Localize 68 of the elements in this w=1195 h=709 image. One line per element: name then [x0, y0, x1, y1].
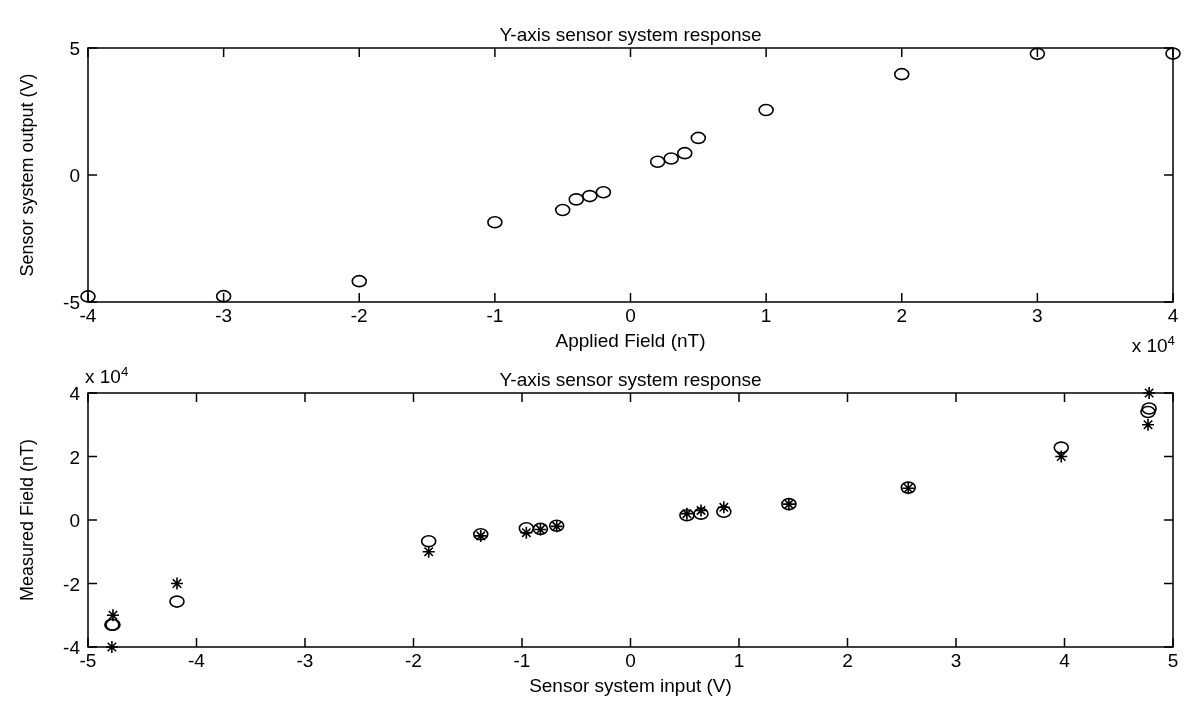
point — [1053, 441, 1070, 454]
x-tick-label: -1 — [513, 650, 531, 671]
x-tick-label: -2 — [405, 650, 422, 671]
point — [582, 189, 598, 203]
point — [893, 67, 910, 81]
point — [80, 290, 96, 303]
x-tick-label: 2 — [842, 650, 853, 671]
y-axis-title: Sensor system output (V) — [17, 73, 37, 277]
y-tick-label: -5 — [63, 292, 80, 313]
point — [554, 203, 571, 217]
point — [716, 505, 732, 519]
x-axis-title: Applied Field (nT) — [555, 330, 706, 351]
point — [717, 500, 731, 515]
point — [1029, 47, 1046, 61]
x-tick-label: 1 — [733, 650, 745, 671]
point — [1054, 449, 1069, 464]
chart-title: Y-axis sensor system response — [499, 369, 762, 390]
y-tick-label: 0 — [69, 165, 80, 186]
x-tick-label: 2 — [896, 305, 908, 326]
y-tick-label: 5 — [69, 38, 80, 59]
point — [519, 525, 534, 540]
point — [420, 534, 437, 548]
x-tick-label: 0 — [625, 305, 636, 326]
y-tick-label: 2 — [69, 446, 80, 468]
x-tick-label: 4 — [1167, 305, 1179, 326]
point — [518, 521, 535, 535]
point — [421, 544, 436, 559]
x-tick-label: -4 — [188, 650, 206, 671]
point — [105, 640, 119, 654]
y-axis-title: Measured Field (nT) — [17, 438, 37, 602]
point — [676, 146, 693, 160]
point — [693, 507, 709, 520]
x-tick-label: -1 — [486, 305, 504, 326]
point — [694, 503, 708, 518]
point — [215, 289, 232, 303]
chart-title: Y-axis sensor system response — [499, 24, 762, 45]
point — [1142, 386, 1156, 400]
x-axis-title: Sensor system input (V) — [529, 675, 732, 696]
point — [487, 215, 503, 229]
text: x 10$^{4}$ — [85, 363, 129, 387]
point — [170, 576, 184, 591]
x-tick-label: 5 — [1167, 650, 1179, 671]
y-tick-label: -2 — [63, 573, 80, 595]
point — [690, 131, 707, 145]
point — [758, 103, 774, 117]
point — [1141, 417, 1155, 432]
point — [351, 274, 368, 288]
point — [595, 185, 612, 199]
point — [568, 193, 585, 206]
y-tick-label: 4 — [69, 383, 81, 404]
x-tick-label: 3 — [950, 650, 962, 671]
x-tick-label: -2 — [350, 305, 368, 326]
x-tick-label: 3 — [1032, 305, 1043, 326]
y-tick-label: 0 — [69, 510, 80, 531]
point — [1141, 402, 1157, 415]
point — [1140, 405, 1156, 419]
x-tick-label: -3 — [215, 305, 233, 326]
x-tick-label: 1 — [760, 305, 772, 326]
y-tick-label: -4 — [63, 637, 81, 658]
text: x 10$^{4}$ — [1131, 332, 1175, 356]
x-tick-label: 4 — [1059, 650, 1071, 671]
point — [663, 152, 679, 165]
point — [1165, 47, 1181, 60]
point — [649, 155, 666, 169]
x-tick-label: 0 — [625, 650, 636, 671]
x-tick-label: -3 — [296, 650, 314, 671]
point — [106, 608, 120, 623]
point — [169, 595, 185, 608]
